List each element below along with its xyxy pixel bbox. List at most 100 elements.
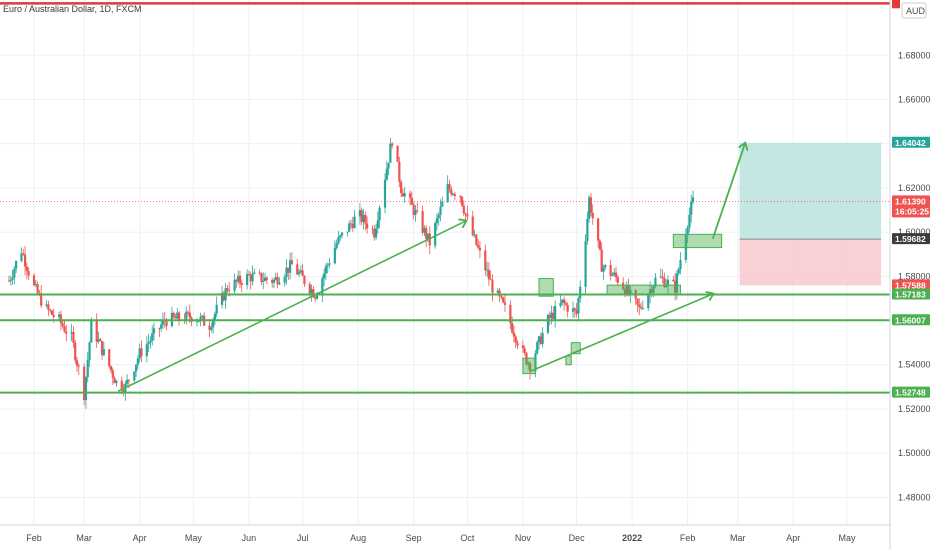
candle-body [287, 267, 290, 273]
trendline [529, 294, 713, 373]
y-tick-label: 1.52000 [898, 404, 931, 414]
candle-body [512, 332, 516, 337]
candle-body [548, 314, 551, 319]
candle-body [333, 247, 336, 264]
candle-body [416, 210, 419, 212]
currency-badge-label: AUD [906, 6, 926, 16]
candle-body [176, 312, 179, 319]
candle-body [451, 194, 455, 195]
candle-body [487, 269, 490, 280]
price-tag [892, 279, 930, 291]
candle-body [459, 196, 462, 197]
candle-body [434, 223, 437, 246]
stop-loss-zone [739, 239, 882, 286]
candle-body [335, 243, 338, 248]
candle-body [647, 294, 650, 309]
candle-body [376, 220, 379, 229]
candle-body [654, 277, 657, 287]
price-tag [892, 233, 930, 245]
candle-body [220, 292, 224, 305]
candle-body [552, 312, 555, 320]
candle-body [126, 379, 129, 384]
currency-badge[interactable]: AUD [901, 2, 927, 19]
supply-demand-zone [538, 278, 554, 297]
candle-body [371, 228, 374, 230]
candle-body [312, 289, 315, 298]
candle-body [263, 277, 267, 281]
price-tag [892, 195, 930, 218]
price-tag-label: 1.59682 [895, 234, 926, 244]
price-tag-label: 1.64042 [895, 138, 926, 148]
candle-body [586, 218, 589, 242]
candle-body [213, 313, 216, 320]
candle-body [659, 276, 662, 278]
trendline [117, 221, 465, 392]
candle-body [423, 228, 426, 233]
x-tick-label: Oct [460, 533, 475, 543]
candle-body [285, 267, 288, 277]
x-tick-label: Mar [76, 533, 92, 543]
candle-body [521, 345, 524, 349]
candle-body [666, 279, 670, 286]
forecast-arrow [711, 144, 745, 240]
candle-body [597, 218, 600, 241]
x-tick-label: Jun [242, 533, 257, 543]
candle-body [77, 365, 80, 367]
candle-body [358, 210, 362, 217]
candle-body [249, 274, 252, 282]
candle-body [134, 364, 138, 372]
candle-body [691, 197, 695, 203]
candle-body [265, 277, 268, 280]
candle-body [32, 275, 36, 286]
candle-body [13, 268, 16, 278]
candle-body [251, 273, 254, 282]
x-tick-label: Feb [26, 533, 42, 543]
candle-body [614, 272, 618, 278]
candle-body [136, 358, 139, 365]
candle-body [398, 161, 401, 182]
candle-body [435, 218, 439, 224]
candle-body [498, 290, 501, 297]
candle-body [360, 210, 363, 222]
candle-body [95, 319, 98, 342]
candle-body [161, 319, 165, 325]
price-tag-label: 1.57183 [895, 289, 926, 299]
candle-body [7, 280, 11, 282]
candle-body [462, 205, 465, 214]
candle-body [616, 277, 619, 283]
candle-body [536, 342, 539, 354]
candle-body [133, 371, 136, 381]
candle-body [323, 273, 326, 279]
candle-body [489, 279, 492, 281]
candle-body [199, 316, 202, 322]
candle-body [120, 380, 123, 391]
candle-body [348, 223, 351, 232]
candle-body [49, 309, 52, 311]
candle-body [464, 213, 467, 215]
candle-body [564, 303, 567, 305]
candle-body [448, 184, 451, 190]
candle-body [109, 366, 113, 371]
candle-body [389, 143, 392, 163]
candle-body [539, 336, 542, 344]
candle-body [122, 390, 125, 393]
candle-body [600, 249, 603, 272]
candle-body [233, 279, 236, 291]
candle-body [195, 321, 199, 323]
candle-body [9, 279, 12, 281]
candle-body [611, 274, 614, 276]
candle-body [314, 297, 317, 299]
candle-body [246, 274, 249, 285]
x-tick-label: May [185, 533, 203, 543]
candle-body [663, 277, 666, 287]
candle-body [374, 228, 378, 238]
candle-body [289, 260, 292, 273]
y-tick-label: 1.48000 [898, 492, 931, 502]
candle-body [52, 314, 55, 317]
candle-body [625, 285, 628, 295]
candle-body [310, 289, 313, 294]
candle-body [566, 304, 569, 312]
candle-body [158, 328, 161, 330]
candle-body [127, 379, 131, 381]
